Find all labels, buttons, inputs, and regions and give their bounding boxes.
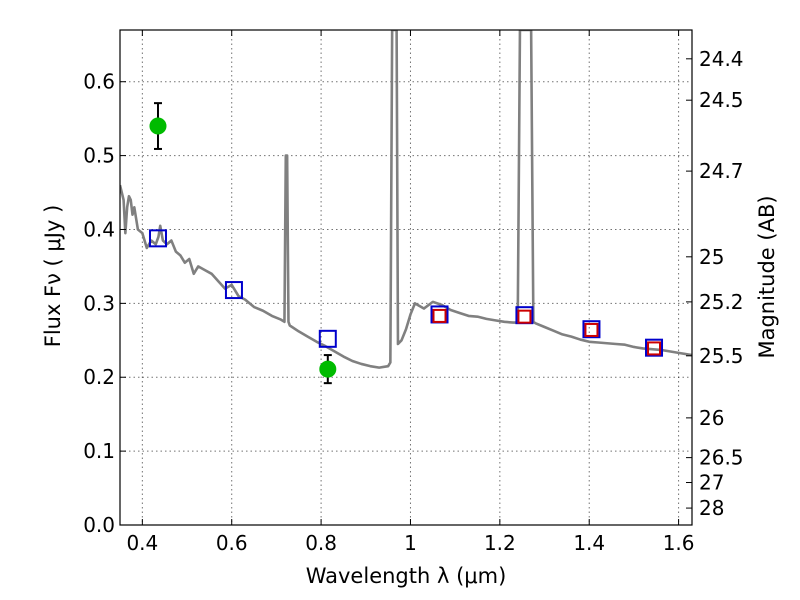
y2-tick-label: 25.2 [699,290,744,314]
y2-tick-label: 27 [699,471,724,495]
x-tick-label: 1 [404,531,417,555]
y-tick-label: 0.1 [83,439,115,463]
y2-axis-label: Magnitude (AB) [755,195,779,358]
y-tick-label: 0.5 [83,144,115,168]
x-tick-label: 1.4 [573,531,605,555]
y2-tick-label: 24.4 [699,47,744,71]
x-tick-label: 0.8 [305,531,337,555]
model-square-marker [582,320,601,339]
y2-tick-label: 26 [699,406,724,430]
x-tick-label: 1.6 [663,531,695,555]
x-tick-label: 0.6 [216,531,248,555]
model-square-marker [148,229,167,248]
axes-ticks: 0.4 0.6 0.8 1 1.2 1.4 1.6 0.0 0.1 0.2 0.3 0.4 0.5 0.6… [83,30,744,555]
y-tick-label: 0.0 [83,513,115,537]
observed-square-marker [584,322,599,337]
y2-tick-label: 25.5 [699,344,744,368]
y2-tick-label: 28 [699,496,724,520]
model-spectrum-line [120,30,692,369]
y2-tick-label: 24.7 [699,159,744,183]
plot-frame [119,29,693,526]
model-square-marker [645,338,664,357]
observed-point [149,117,167,135]
grid [120,30,692,526]
y2-tick-label: 25 [699,245,724,269]
y2-tick-label: 26.5 [699,446,744,470]
plot-area [120,30,692,385]
model-square-marker [224,281,243,300]
model-square-marker [318,329,337,348]
observed-point [319,360,337,378]
observed-square-marker [432,308,447,323]
x-tick-label: 0.4 [126,531,158,555]
x-tick-label: 1.2 [484,531,516,555]
y-axis-label: Flux Fν ( μJy ) [41,205,65,348]
y-tick-label: 0.2 [83,365,115,389]
y-tick-label: 0.6 [83,70,115,94]
data-group [120,30,692,385]
y2-tick-label: 24.5 [699,88,744,112]
y-tick-label: 0.3 [83,291,115,315]
y-tick-label: 0.4 [83,217,115,241]
observed-square-marker [647,341,662,356]
x-axis-label: Wavelength λ (μm) [306,564,507,588]
observed-square-marker [517,309,532,324]
